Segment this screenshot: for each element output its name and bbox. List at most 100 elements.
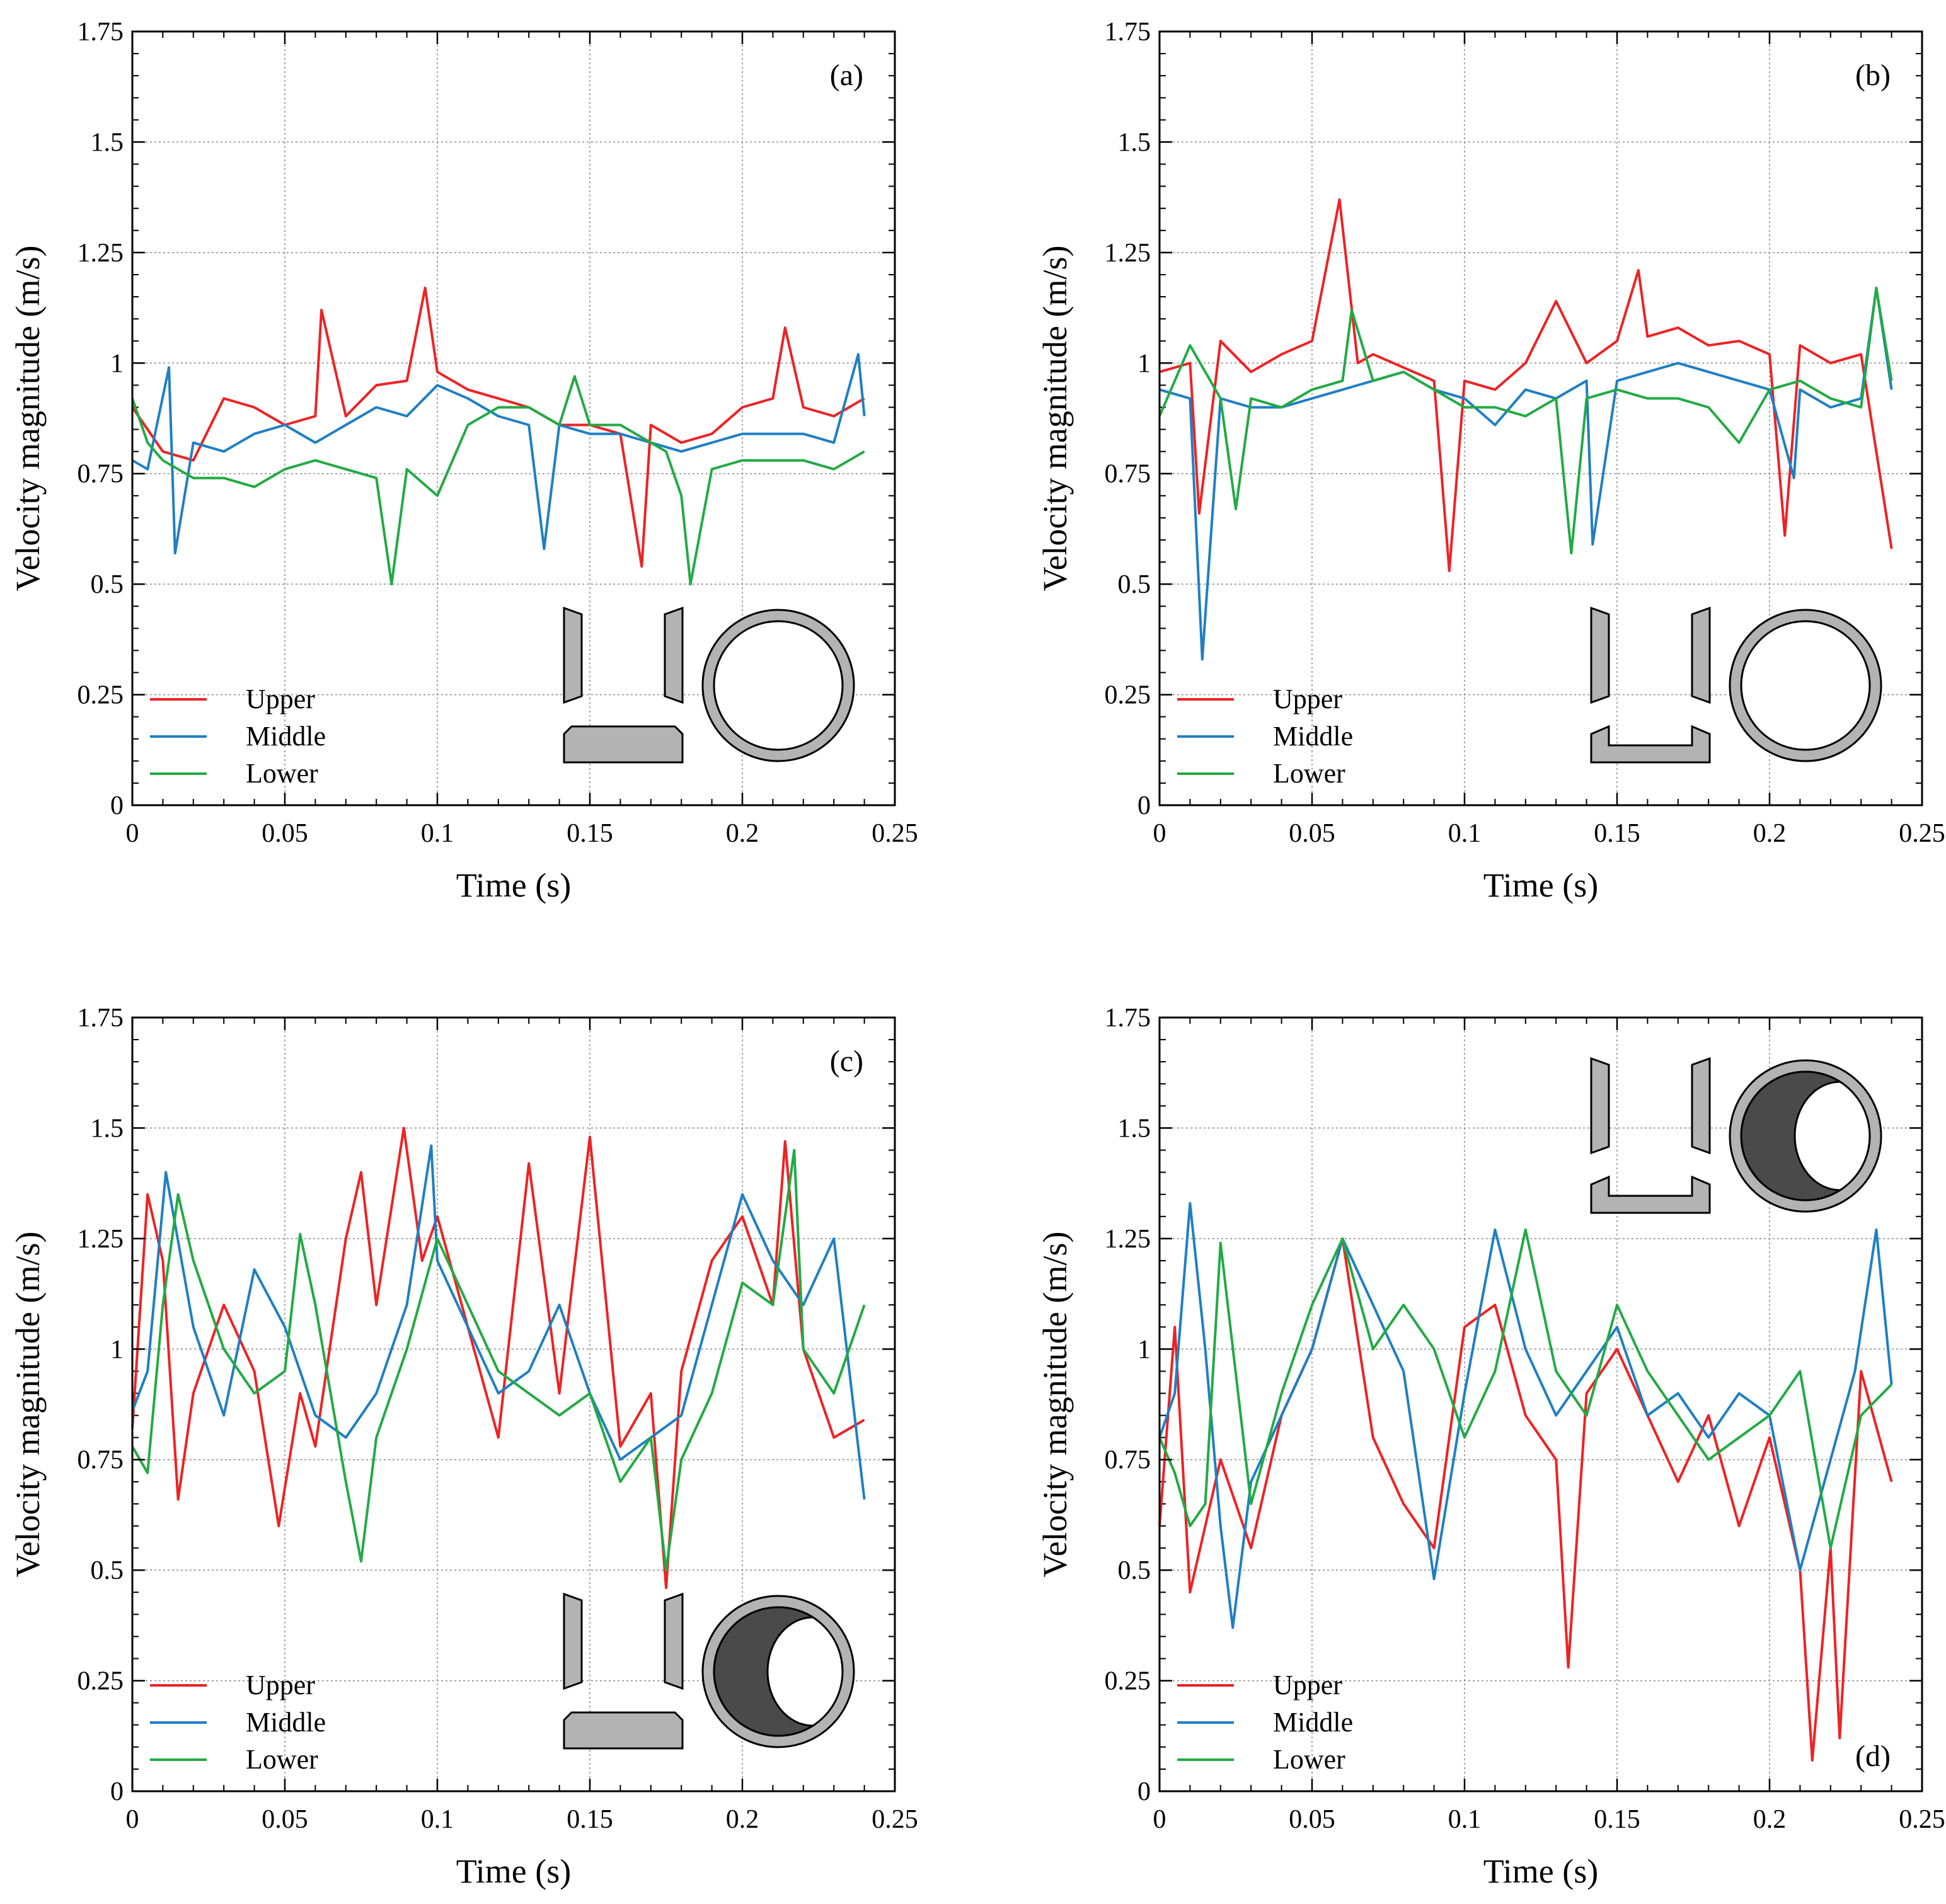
y-tick-label: 0.25 <box>1105 681 1151 710</box>
legend-label-upper: Upper <box>246 1670 315 1700</box>
series-line-upper <box>1159 198 1893 573</box>
x-tick-label: 0.25 <box>872 819 918 848</box>
x-tick-label: 0.2 <box>726 1805 759 1834</box>
x-tick-label: 0 <box>1153 819 1166 848</box>
grid <box>1160 1018 1922 1791</box>
y-tick-label: 0.5 <box>1118 1556 1151 1585</box>
nozzle-bottom-block-icon <box>563 725 684 764</box>
series-line-lower <box>131 1149 866 1572</box>
nozzle-left-wall-icon <box>563 1592 583 1690</box>
x-tick-label: 0.25 <box>1899 819 1945 848</box>
y-tick-label: 0.75 <box>1105 460 1151 489</box>
x-tick-label: 0.15 <box>1594 1805 1640 1834</box>
nozzle-schematic-icon <box>563 1592 855 1750</box>
x-axis-title: Time (s) <box>1483 1852 1599 1890</box>
y-axis-title: Velocity magnitude (m/s) <box>9 1232 47 1578</box>
bubble-crescent-icon <box>713 1606 817 1737</box>
legend-label-upper: Upper <box>1273 1670 1342 1700</box>
nozzle-right-wall-icon <box>664 606 684 704</box>
chart-panel-4: 0 0.05 0.1 0.15 0.2 0.25 0 0.25 0.5 0.75 1 1.25 1.5 1… <box>1036 1004 1945 1890</box>
series-line-middle <box>131 1144 866 1500</box>
series-line-lower <box>1158 1228 1893 1550</box>
plot-frame <box>131 30 896 806</box>
nozzle-bottom-channel-icon <box>1590 725 1711 764</box>
plot-frame <box>1158 30 1923 806</box>
y-tick-label: 0.75 <box>78 460 124 489</box>
legend: Upper Middle Lower <box>1177 684 1353 789</box>
x-tick-label: 0 <box>126 819 139 848</box>
y-tick-label: 1.5 <box>1118 1114 1151 1143</box>
y-tick-label: 1.75 <box>1105 18 1151 47</box>
series-line-upper <box>1158 1237 1893 1762</box>
x-tick-label: 0.25 <box>872 1805 918 1834</box>
legend-label-lower: Lower <box>1273 1744 1345 1775</box>
x-tick-label: 0.1 <box>1448 819 1482 848</box>
chart-panel-2: 0 0.05 0.1 0.15 0.2 0.25 0 0.25 0.5 0.75 1 1.25 1.5 1… <box>1036 18 1945 904</box>
y-tick-label: 0.25 <box>1105 1667 1151 1696</box>
x-tick-label: 0.1 <box>421 819 454 848</box>
y-tick-label: 0 <box>1137 791 1151 820</box>
y-tick-label: 0 <box>1137 1777 1151 1806</box>
y-tick-label: 0 <box>110 791 124 820</box>
series-line-upper <box>131 1127 865 1590</box>
nozzle-schematic-icon <box>1590 1057 1882 1214</box>
pipe-bore-icon <box>1740 620 1871 751</box>
x-tick-label: 0.2 <box>726 819 759 848</box>
y-tick-label: 1.25 <box>78 1225 124 1254</box>
legend-label-middle: Middle <box>1273 1707 1353 1738</box>
y-tick-label: 0.75 <box>78 1446 124 1475</box>
y-axis-title: Velocity magnitude (m/s) <box>1036 1232 1074 1578</box>
y-tick-label: 1.25 <box>78 239 124 268</box>
nozzle-left-wall-icon <box>563 606 583 704</box>
y-tick-label: 1 <box>1137 349 1151 378</box>
y-tick-label: 0.75 <box>1105 1446 1151 1475</box>
panel-label: (d) <box>1855 1740 1891 1773</box>
y-tick-label: 1.25 <box>1105 239 1151 268</box>
legend: Upper Middle Lower <box>150 1670 326 1775</box>
x-axis-title: Time (s) <box>1483 866 1599 904</box>
series-line-middle <box>131 353 866 554</box>
plot-frame <box>1158 1016 1923 1792</box>
y-axis-title: Velocity magnitude (m/s) <box>9 246 47 592</box>
legend-label-upper: Upper <box>246 684 315 714</box>
panel-label: (a) <box>830 59 863 92</box>
panel-label: (b) <box>1855 59 1891 92</box>
legend-label-lower: Lower <box>246 1744 318 1775</box>
nozzle-right-wall-icon <box>664 1592 684 1690</box>
x-axis-title: Time (s) <box>456 866 572 904</box>
y-tick-label: 1 <box>110 349 124 378</box>
x-tick-label: 0.05 <box>262 819 308 848</box>
legend-label-middle: Middle <box>1273 721 1353 752</box>
y-tick-label: 0.25 <box>78 1667 124 1696</box>
nozzle-right-wall-icon <box>1691 1057 1711 1155</box>
x-tick-label: 0.1 <box>421 1805 454 1834</box>
y-tick-label: 1.5 <box>91 1114 124 1143</box>
x-tick-label: 0.1 <box>1448 1805 1482 1834</box>
y-tick-label: 0.5 <box>91 570 124 599</box>
legend: Upper Middle Lower <box>1177 1670 1353 1775</box>
nozzle-left-wall-icon <box>1590 1057 1610 1155</box>
y-tick-label: 0.25 <box>78 681 124 710</box>
x-axis-title: Time (s) <box>456 1852 572 1890</box>
y-tick-label: 1.5 <box>1118 128 1151 157</box>
y-tick-label: 1.75 <box>1105 1004 1151 1033</box>
y-tick-label: 1.25 <box>1105 1225 1151 1254</box>
nozzle-schematic-icon <box>563 606 855 764</box>
y-tick-label: 1.75 <box>78 1004 124 1033</box>
y-tick-label: 0.5 <box>91 1556 124 1585</box>
x-tick-label: 0.05 <box>262 1805 308 1834</box>
chart-panel-1: 0 0.05 0.1 0.15 0.2 0.25 0 0.25 0.5 0.75 1 1.25 1.5 1… <box>9 18 918 904</box>
bubble-crescent-icon <box>1740 1070 1844 1201</box>
x-tick-label: 0.15 <box>567 819 613 848</box>
legend: Upper Middle Lower <box>150 684 326 789</box>
series-line-upper <box>131 287 865 568</box>
pipe-bore-icon <box>713 620 844 751</box>
legend-label-middle: Middle <box>246 721 326 752</box>
legend-label-lower: Lower <box>246 758 318 789</box>
y-tick-label: 1 <box>1137 1335 1151 1364</box>
plot-frame <box>131 1016 896 1792</box>
series-line-lower <box>131 375 865 586</box>
x-tick-label: 0.15 <box>1594 819 1640 848</box>
y-tick-label: 1 <box>110 1335 124 1364</box>
